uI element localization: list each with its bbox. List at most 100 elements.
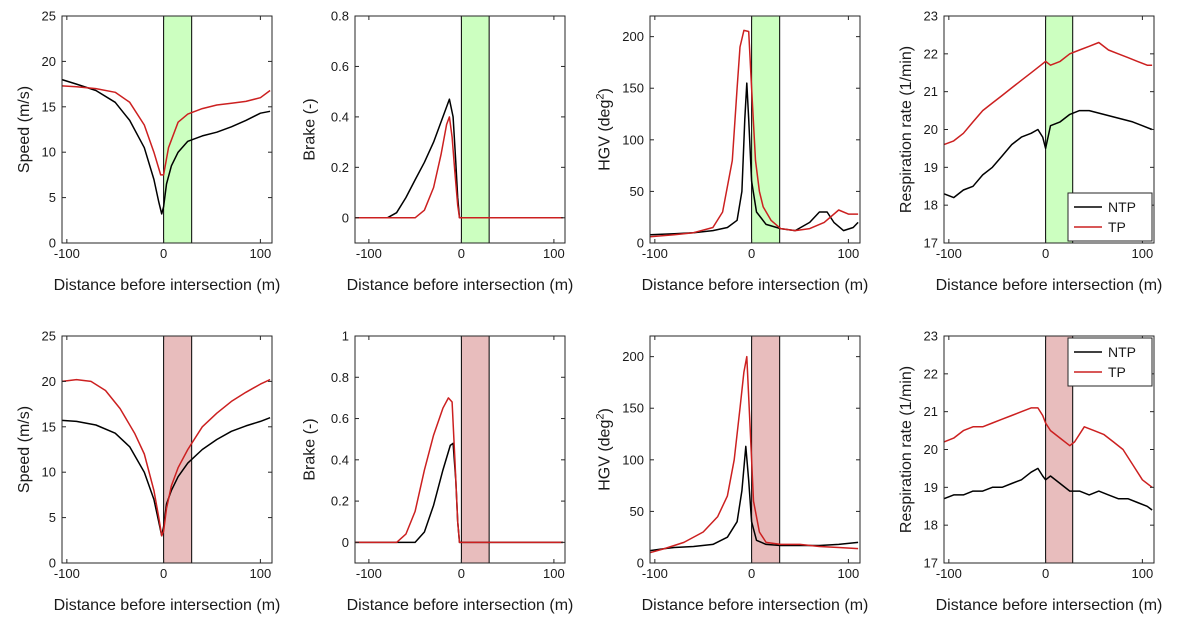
y-tick-label: 17 <box>924 556 938 571</box>
x-tick-label: 100 <box>543 566 565 581</box>
y-tick-label: 5 <box>49 510 56 525</box>
x-tick-label: 0 <box>748 566 755 581</box>
y-axis-label: Speed (m/s) <box>16 406 33 493</box>
series-line-tp <box>355 116 564 219</box>
y-axis-label: Brake (-) <box>302 98 319 160</box>
subplot-4: -100 0 100 17 18 19 20 21 22 23 Distance before in… <box>898 9 1162 295</box>
y-tick-label: 23 <box>924 9 938 24</box>
plot-area <box>355 16 565 243</box>
y-tick-label: 0.8 <box>331 370 349 385</box>
plot-area <box>355 336 565 563</box>
x-axis-label: Distance before intersection (m) <box>54 277 281 294</box>
series-line-tp <box>943 41 1153 146</box>
y-axis-label: Respiration rate (1/min) <box>898 366 915 533</box>
series-line-tp <box>649 29 859 238</box>
series-line-tp <box>649 355 859 554</box>
series-line-tp <box>943 407 1153 488</box>
y-tick-label: 0 <box>342 210 349 225</box>
x-tick-label: -100 <box>54 566 80 581</box>
series-line-tp <box>61 85 271 176</box>
y-tick-label: 20 <box>42 54 56 69</box>
y-tick-label: 17 <box>924 236 938 251</box>
y-tick-label: 0.2 <box>331 160 349 175</box>
x-axis-label: Distance before intersection (m) <box>347 277 574 294</box>
y-tick-label: 100 <box>622 452 644 467</box>
x-axis-label: Distance before intersection (m) <box>936 597 1163 614</box>
y-tick-label: 0 <box>637 236 644 251</box>
x-tick-label: 100 <box>250 566 272 581</box>
x-tick-label: 100 <box>838 246 860 261</box>
axes-box <box>649 335 861 564</box>
y-tick-label: 18 <box>924 198 938 213</box>
intersection-band <box>460 15 490 244</box>
intersection-band <box>460 335 490 564</box>
intersection-band <box>163 15 193 244</box>
y-tick-label: 22 <box>924 366 938 381</box>
y-tick-label: 21 <box>924 84 938 99</box>
y-tick-label: 50 <box>630 504 644 519</box>
y-tick-label: 22 <box>924 46 938 61</box>
legend: NTP TP <box>1067 337 1153 387</box>
y-tick-label: 20 <box>42 374 56 389</box>
legend-label-ntp: NTP <box>1108 344 1136 360</box>
y-tick-label: 0.4 <box>331 109 349 124</box>
y-tick-label: 0.4 <box>331 452 349 467</box>
subplot-2: -100 0 100 0 0.2 0.4 0.6 0.8 Distance before int… <box>302 9 574 295</box>
y-tick-label: 23 <box>924 329 938 344</box>
y-tick-label: 50 <box>630 184 644 199</box>
x-tick-label: -100 <box>936 566 962 581</box>
x-tick-label: -100 <box>356 566 382 581</box>
y-tick-label: 200 <box>622 29 644 44</box>
series-line-tp <box>61 378 271 537</box>
y-axis-label: HGV (deg2) <box>595 408 614 491</box>
y-tick-label: 0.6 <box>331 59 349 74</box>
legend-box <box>1067 337 1153 387</box>
y-tick-label: 21 <box>924 404 938 419</box>
series-line-ntp <box>943 467 1153 511</box>
y-tick-label: 20 <box>924 442 938 457</box>
y-tick-label: 0.8 <box>331 9 349 24</box>
x-tick-label: 100 <box>543 246 565 261</box>
series-line-tp <box>355 397 564 544</box>
y-axis-label: Brake (-) <box>302 418 319 480</box>
x-axis-label: Distance before intersection (m) <box>642 597 869 614</box>
axes-box <box>649 15 861 244</box>
x-tick-label: 100 <box>1132 566 1154 581</box>
legend-label-tp: TP <box>1108 219 1126 235</box>
y-axis-label: Speed (m/s) <box>16 86 33 173</box>
legend-box <box>1067 192 1153 242</box>
x-tick-label: -100 <box>54 246 80 261</box>
y-tick-label: 150 <box>622 401 644 416</box>
y-tick-label: 0 <box>49 236 56 251</box>
x-tick-label: 0 <box>458 566 465 581</box>
y-axis-label: Respiration rate (1/min) <box>898 46 915 213</box>
series-line-ntp <box>943 109 1153 199</box>
legend-label-tp: TP <box>1108 364 1126 380</box>
x-axis-label: Distance before intersection (m) <box>642 277 869 294</box>
y-tick-label: 0 <box>342 535 349 550</box>
x-tick-label: -100 <box>642 246 668 261</box>
y-tick-label: 19 <box>924 160 938 175</box>
x-tick-label: 0 <box>458 246 465 261</box>
axes-box <box>354 335 566 564</box>
x-tick-label: 0 <box>1042 566 1049 581</box>
y-tick-label: 1 <box>342 329 349 344</box>
axes-box <box>61 15 273 244</box>
x-tick-label: 0 <box>748 246 755 261</box>
y-tick-label: 20 <box>924 122 938 137</box>
x-tick-label: 100 <box>838 566 860 581</box>
subplot-6: -100 0 100 0 0.2 0.4 0.6 0.8 1 Distance before in… <box>302 329 574 615</box>
x-tick-label: 0 <box>1042 246 1049 261</box>
y-tick-label: 0.6 <box>331 411 349 426</box>
legend-label-ntp: NTP <box>1108 199 1136 215</box>
y-tick-label: 10 <box>42 465 56 480</box>
x-tick-label: 0 <box>160 566 167 581</box>
axes-box <box>354 15 566 244</box>
y-tick-label: 19 <box>924 480 938 495</box>
x-axis-label: Distance before intersection (m) <box>936 277 1163 294</box>
